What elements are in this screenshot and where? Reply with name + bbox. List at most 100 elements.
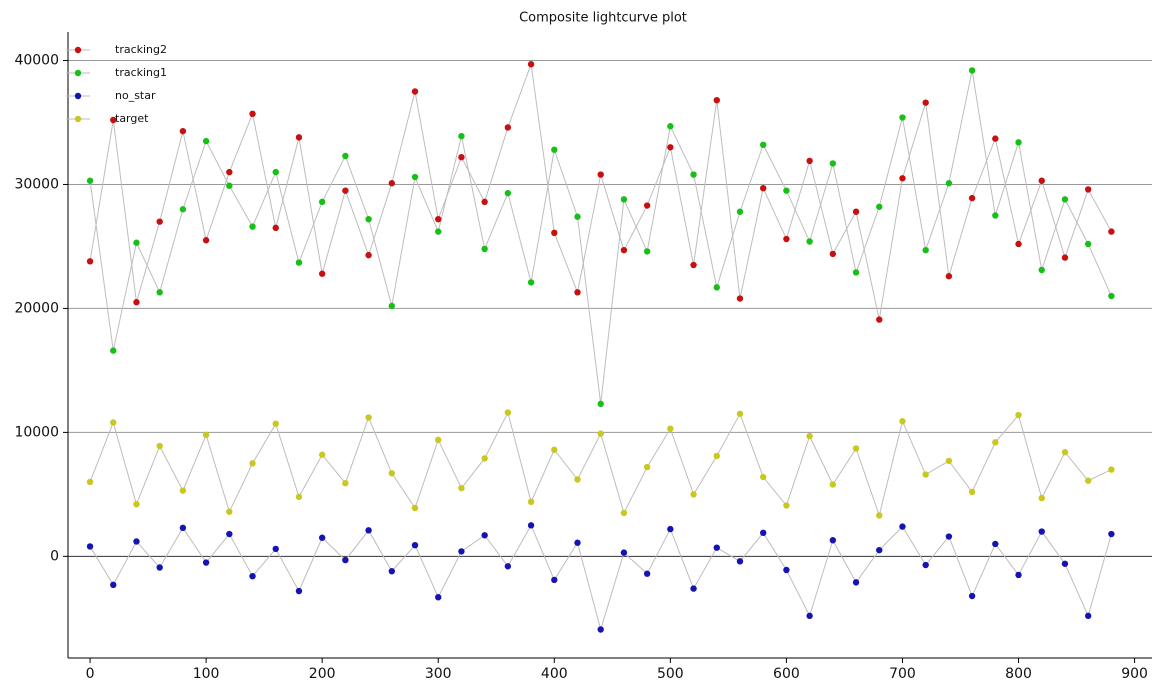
point <box>481 455 488 462</box>
point <box>690 585 697 592</box>
point <box>992 135 999 142</box>
point <box>202 137 210 145</box>
point <box>1084 612 1092 620</box>
x-tick-label: 600 <box>773 666 800 682</box>
point <box>202 237 210 244</box>
point <box>226 168 233 176</box>
point <box>272 168 279 176</box>
point <box>690 491 697 498</box>
point <box>759 529 767 536</box>
x-tick-label: 300 <box>425 666 452 682</box>
point <box>504 563 512 570</box>
x-tick-label: 200 <box>309 666 336 682</box>
point <box>435 228 442 235</box>
point <box>852 579 860 586</box>
point <box>133 501 140 508</box>
legend-marker <box>74 69 82 77</box>
point <box>226 508 233 515</box>
point <box>922 99 929 106</box>
point <box>992 540 999 548</box>
point <box>202 431 210 439</box>
point <box>527 498 535 506</box>
point <box>1084 477 1092 484</box>
point <box>365 251 372 259</box>
point <box>806 238 813 245</box>
point <box>295 259 303 266</box>
point <box>110 581 117 589</box>
point <box>1015 411 1022 419</box>
point <box>435 215 442 223</box>
point <box>133 538 140 545</box>
point <box>156 289 163 296</box>
point <box>249 572 256 580</box>
point <box>1015 139 1022 146</box>
point <box>458 154 465 161</box>
point <box>156 564 163 571</box>
point <box>272 224 279 232</box>
point <box>342 187 349 194</box>
point <box>86 177 94 184</box>
point <box>318 270 326 277</box>
legend-label: tracking1 <box>115 66 167 79</box>
point <box>1015 240 1022 248</box>
point <box>945 533 953 540</box>
point <box>1084 240 1092 248</box>
point <box>527 61 535 68</box>
point <box>829 250 837 258</box>
point <box>458 484 465 492</box>
point <box>133 299 140 306</box>
point <box>179 127 187 135</box>
point <box>1015 571 1022 579</box>
point <box>435 594 442 601</box>
point <box>411 504 419 512</box>
legend-marker <box>74 46 82 54</box>
point <box>620 246 628 254</box>
point <box>318 198 326 206</box>
point <box>272 545 279 553</box>
x-tick-label: 0 <box>86 666 95 682</box>
point <box>86 258 94 265</box>
point <box>829 481 837 488</box>
y-tick-label: 30000 <box>14 176 59 192</box>
point <box>968 592 976 600</box>
point <box>759 184 767 192</box>
point <box>968 194 976 202</box>
x-tick-label: 700 <box>889 666 916 682</box>
point <box>713 452 720 460</box>
point <box>249 460 256 467</box>
point <box>202 559 210 566</box>
point <box>643 202 651 209</box>
point <box>481 245 488 253</box>
point <box>783 502 790 509</box>
point <box>342 152 349 160</box>
series-line <box>89 70 1112 404</box>
point <box>388 470 396 477</box>
point <box>318 534 326 541</box>
point <box>1038 266 1045 274</box>
legend-marker <box>74 92 82 100</box>
point <box>922 561 929 569</box>
point <box>713 284 720 291</box>
point <box>365 527 372 534</box>
point <box>597 171 604 178</box>
point <box>295 493 303 501</box>
point <box>318 451 326 458</box>
point <box>435 436 442 444</box>
point <box>156 218 163 225</box>
point <box>922 471 929 478</box>
point <box>1108 292 1115 300</box>
point <box>620 549 628 556</box>
point <box>110 347 117 354</box>
legend-label: tracking2 <box>115 43 167 56</box>
point <box>504 124 512 131</box>
point <box>667 123 674 130</box>
point <box>945 273 953 280</box>
point <box>504 189 512 197</box>
point <box>133 239 140 246</box>
point <box>365 215 372 223</box>
point <box>551 229 558 237</box>
x-tick-label: 100 <box>193 666 220 682</box>
point <box>992 212 999 219</box>
point <box>643 248 651 255</box>
point <box>899 523 906 530</box>
